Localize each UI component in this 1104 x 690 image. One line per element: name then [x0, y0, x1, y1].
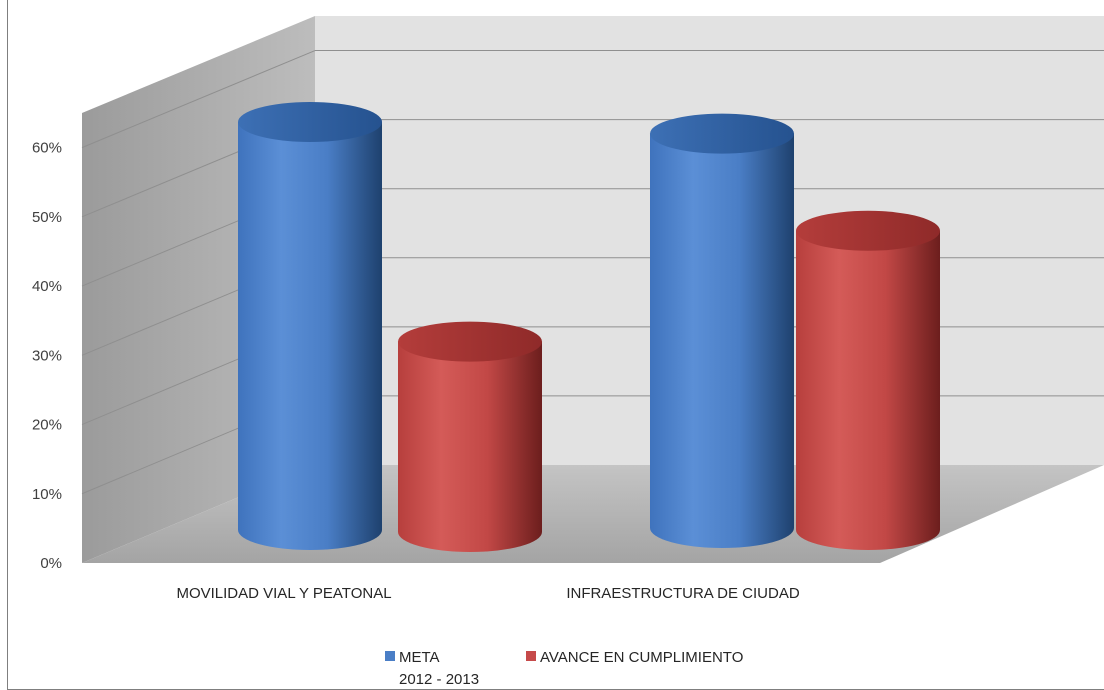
x-category-label: INFRAESTRUCTURA DE CIUDAD	[566, 585, 800, 602]
avance-bar-top	[398, 321, 542, 362]
legend-label-meta: 2012 - 2013	[399, 671, 479, 688]
x-category-label: MOVILIDAD VIAL Y PEATONAL	[176, 585, 391, 602]
y-tick-label: 10%	[32, 486, 62, 503]
y-tick-label: 40%	[32, 278, 62, 295]
legend-swatch-meta	[385, 651, 395, 661]
y-tick-label: 60%	[32, 140, 62, 157]
meta-bar-top	[238, 102, 382, 142]
legend-label-avance: AVANCE EN CUMPLIMIENTO	[540, 649, 743, 666]
legend-swatch-avance	[526, 651, 536, 661]
y-tick-label: 50%	[32, 209, 62, 226]
meta-bar	[650, 133, 794, 548]
meta-bar	[238, 122, 382, 550]
y-tick-label: 30%	[32, 347, 62, 364]
chart-border-left	[7, 0, 8, 690]
meta-bar-top	[650, 113, 794, 154]
legend-label-meta: META	[399, 649, 440, 666]
y-tick-label: 0%	[40, 555, 62, 572]
avance-bar-top	[796, 210, 940, 251]
avance-bar	[796, 230, 940, 551]
gridline-side	[81, 50, 316, 149]
avance-bar	[398, 341, 542, 552]
y-tick-label: 20%	[32, 417, 62, 434]
